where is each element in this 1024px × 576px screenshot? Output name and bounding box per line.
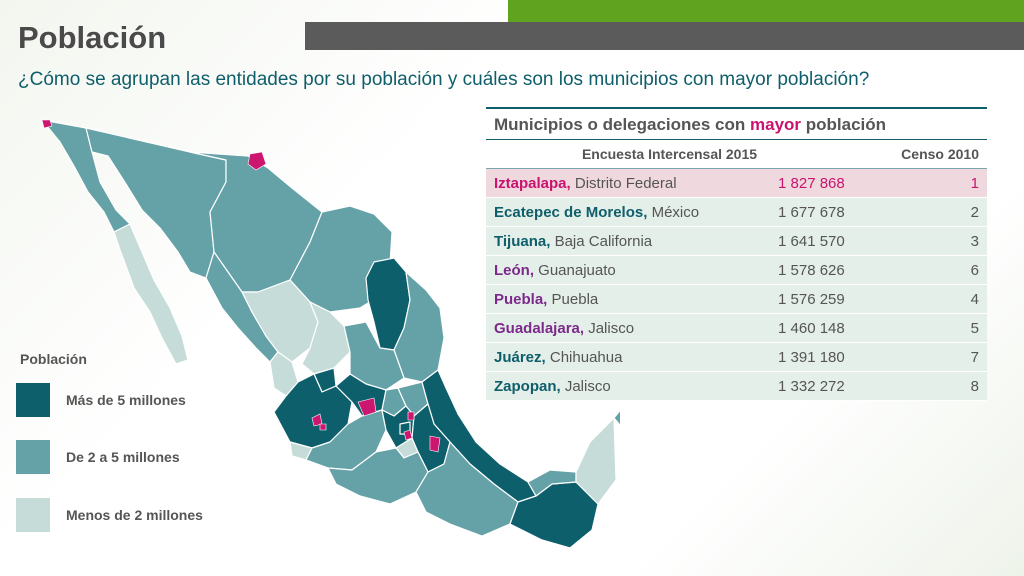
table-row: Guadalajara, Jalisco 1 460 148 5 [486,314,987,343]
page-subtitle: ¿Cómo se agrupan las entidades por su po… [18,69,870,90]
header-encuesta: Encuesta Intercensal 2015 [581,146,758,162]
legend-label: De 2 a 5 millones [66,449,180,465]
municipio-cell: Tijuana, Baja California [494,232,653,250]
mexico-map [41,119,620,549]
legend-label: Menos de 2 millones [66,507,203,523]
legend-label: Más de 5 millones [66,392,186,408]
municipio-cell: Puebla, Puebla [494,290,599,308]
value-cell: 1 677 678 [778,203,845,221]
municipios-table: Municipios o delegaciones con mayor pobl… [486,107,987,401]
state-yucatan [613,409,620,426]
rank-cell: 3 [970,232,979,250]
rank-cell: 8 [970,377,979,395]
legend-swatch-light [16,498,50,532]
table-row: León, Guanajuato 1 578 626 6 [486,256,987,285]
rank-cell: 2 [970,203,979,221]
top-gray-bar [305,22,1024,50]
legend-item-2-to-5m: De 2 a 5 millones [16,440,180,474]
legend-swatch-mid [16,440,50,474]
table-header: Encuesta Intercensal 2015 Censo 2010 [486,140,987,169]
legend-item-over-5m: Más de 5 millones [16,383,186,417]
page-title: Población [18,20,167,55]
table-row: Tijuana, Baja California 1 641 570 3 [486,227,987,256]
value-cell: 1 641 570 [778,232,845,250]
state-san-luis-potosi [343,321,405,391]
value-cell: 1 827 868 [778,174,845,192]
value-cell: 1 576 259 [778,290,845,308]
legend-item-under-2m: Menos de 2 millones [16,498,203,532]
rank-cell: 5 [970,319,979,337]
legend-title: Población [20,351,87,367]
municipio-cell: Juárez, Chihuahua [494,348,623,366]
top-green-bar [508,0,1024,22]
highlight-tijuana [41,119,53,129]
value-cell: 1 391 180 [778,348,845,366]
highlight-iztapalapa [403,429,413,441]
state-campeche [575,417,617,505]
highlight-juarez [247,151,267,171]
rank-cell: 6 [970,261,979,279]
highlight-puebla [429,435,441,453]
table-row: Iztapalapa, Distrito Federal 1 827 868 1 [486,169,987,198]
state-guerrero [327,447,429,505]
highlight-leon [357,397,377,417]
table-row: Puebla, Puebla 1 576 259 4 [486,285,987,314]
legend-swatch-dark [16,383,50,417]
rank-cell: 4 [970,290,979,308]
value-cell: 1 578 626 [778,261,845,279]
rank-cell: 7 [970,348,979,366]
municipio-cell: Ecatepec de Morelos, México [494,203,700,221]
rank-cell: 1 [970,174,979,192]
table-title: Municipios o delegaciones con mayor pobl… [486,107,987,140]
table-row: Zapopan, Jalisco 1 332 272 8 [486,372,987,401]
highlight-ecatepec [407,411,415,421]
municipio-cell: Iztapalapa, Distrito Federal [494,174,677,192]
municipio-cell: Zapopan, Jalisco [494,377,611,395]
header-censo: Censo 2010 [901,146,979,162]
state-baja-california-sur [113,223,189,365]
table-row: Juárez, Chihuahua 1 391 180 7 [486,343,987,372]
value-cell: 1 460 148 [778,319,845,337]
highlight-guadalajara [319,423,327,431]
municipio-cell: Guadalajara, Jalisco [494,319,635,337]
value-cell: 1 332 272 [778,377,845,395]
table-row: Ecatepec de Morelos, México 1 677 678 2 [486,198,987,227]
municipio-cell: León, Guanajuato [494,261,616,279]
title-highlight: mayor [750,115,802,134]
